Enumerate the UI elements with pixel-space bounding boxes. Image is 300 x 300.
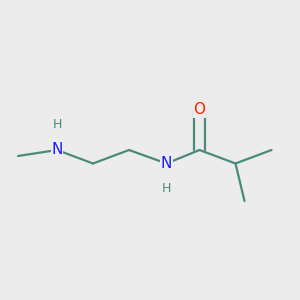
Text: H: H [52, 118, 62, 131]
Text: H: H [162, 182, 171, 196]
Text: O: O [194, 102, 206, 117]
Text: N: N [161, 156, 172, 171]
Text: N: N [51, 142, 63, 158]
